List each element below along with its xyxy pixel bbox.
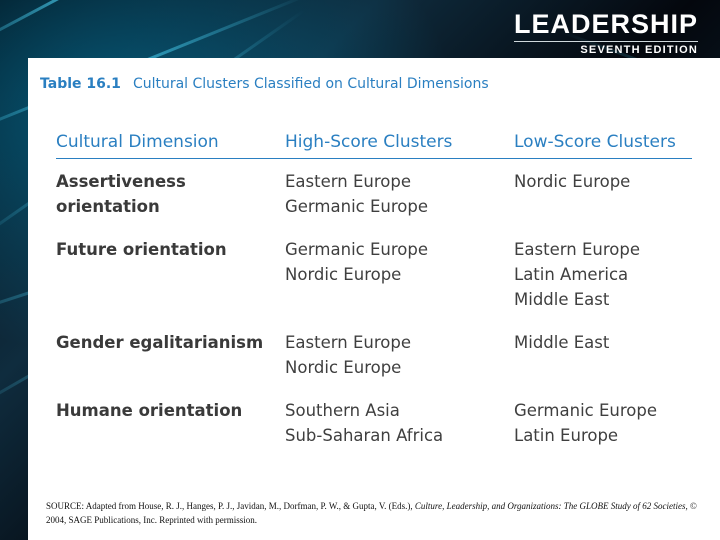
header-cultural-dimension: Cultural Dimension xyxy=(56,132,219,152)
book-title: LEADERSHIP xyxy=(513,9,698,39)
table-row: Assertiveness orientation Eastern Europe… xyxy=(56,169,692,219)
table-row: Future orientation Germanic Europe Nordi… xyxy=(56,237,692,312)
low-score-cell: Middle East xyxy=(514,333,610,352)
low-score-cell: Nordic Europe xyxy=(514,172,631,191)
high-score-cell: Eastern Europe Germanic Europe xyxy=(285,172,428,216)
header-low-score: Low-Score Clusters xyxy=(514,132,676,152)
header-high-score: High-Score Clusters xyxy=(285,132,453,152)
cultural-clusters-table: Cultural Dimension High-Score Clusters L… xyxy=(56,132,692,448)
low-score-cell: Eastern Europe Latin America Middle East xyxy=(514,240,640,309)
source-note: SOURCE: Adapted from House, R. J., Hange… xyxy=(46,501,697,525)
dimension-cell: Assertiveness orientation xyxy=(56,172,186,216)
dimension-cell: Future orientation xyxy=(56,240,227,259)
content-panel: Table 16.1 Cultural Clusters Classified o… xyxy=(28,58,720,540)
table-row: Gender egalitarianism Eastern Europe Nor… xyxy=(56,330,692,380)
high-score-cell: Southern Asia Sub-Saharan Africa xyxy=(285,401,444,445)
dimension-cell: Humane orientation xyxy=(56,401,243,420)
dimension-cell: Gender egalitarianism xyxy=(56,333,264,352)
table-title: Cultural Clusters Classified on Cultural… xyxy=(132,76,489,92)
high-score-cell: Germanic Europe Nordic Europe xyxy=(285,240,428,284)
table-row: Humane orientation Southern Asia Sub-Sah… xyxy=(56,398,692,448)
table-number: Table 16.1 xyxy=(40,76,121,92)
table-caption: Table 16.1 Cultural Clusters Classified o… xyxy=(40,76,489,92)
high-score-cell: Eastern Europe Nordic Europe xyxy=(285,333,411,377)
book-brand: LEADERSHIP SEVENTH EDITION xyxy=(513,8,698,56)
table-header-row: Cultural Dimension High-Score Clusters L… xyxy=(56,132,692,159)
book-edition: SEVENTH EDITION xyxy=(513,41,698,56)
low-score-cell: Germanic Europe Latin Europe xyxy=(514,401,657,445)
